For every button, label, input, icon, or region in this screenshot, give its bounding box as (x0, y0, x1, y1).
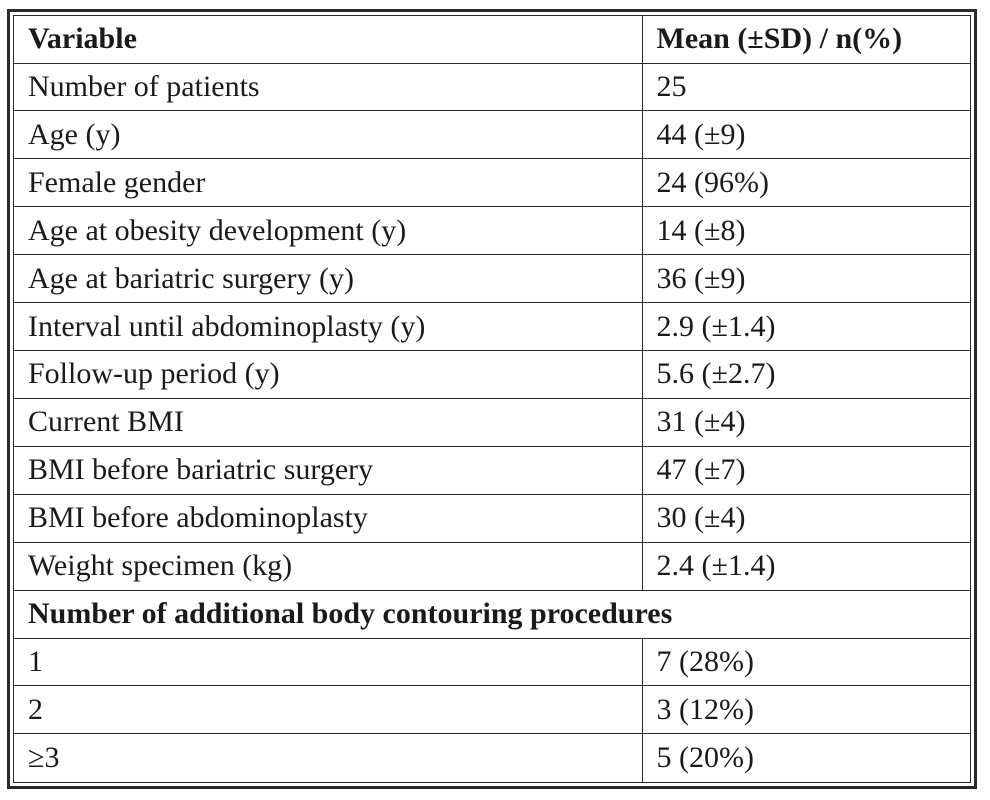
table-row: Interval until abdominoplasty (y) 2.9 (±… (14, 302, 970, 352)
row-value: 7 (28%) (641, 637, 970, 687)
group-heading-row: Number of additional body contouring pro… (14, 589, 970, 639)
row-variable: Age at bariatric surgery (y) (14, 254, 643, 304)
row-variable: Follow-up period (y) (14, 350, 643, 399)
row-variable: ≥3 (14, 733, 643, 782)
row-variable: Age at obesity development (y) (14, 206, 643, 256)
row-variable: BMI before abdominoplasty (14, 493, 643, 543)
table-row: 1 7 (28%) (14, 637, 970, 687)
table-row: Number of patients 25 (14, 63, 970, 112)
row-value: 30 (±4) (641, 493, 970, 543)
row-variable: Current BMI (14, 397, 643, 447)
row-value: 5 (20%) (641, 733, 970, 782)
table-row: Age at obesity development (y) 14 (±8) (14, 206, 970, 256)
row-variable: 1 (14, 637, 643, 687)
header-variable: Variable (14, 16, 643, 64)
row-value: 2.9 (±1.4) (641, 302, 970, 352)
table-row: 2 3 (12%) (14, 685, 970, 735)
row-value: 36 (±9) (641, 254, 970, 304)
table-row: Age at bariatric surgery (y) 36 (±9) (14, 254, 970, 304)
row-value: 47 (±7) (641, 445, 970, 495)
row-variable: Number of patients (14, 63, 643, 112)
row-variable: Weight specimen (kg) (14, 541, 643, 591)
header-mean-sd-n: Mean (±SD) / n(%) (641, 16, 970, 64)
table-row: BMI before abdominoplasty 30 (±4) (14, 493, 970, 543)
table-row: Age (y) 44 (±9) (14, 110, 970, 160)
row-variable: BMI before bariatric surgery (14, 445, 643, 495)
row-value: 14 (±8) (641, 206, 970, 256)
row-value: 2.4 (±1.4) (641, 541, 970, 591)
row-variable: Age (y) (14, 110, 643, 160)
table-row: Female gender 24 (96%) (14, 158, 970, 208)
row-variable: Female gender (14, 158, 643, 208)
table-row: Current BMI 31 (±4) (14, 397, 970, 447)
patient-characteristics-table: Variable Mean (±SD) / n(%) Number of pat… (14, 16, 970, 782)
table-row: Follow-up period (y) 5.6 (±2.7) (14, 350, 970, 399)
row-value: 31 (±4) (641, 397, 970, 447)
header-row: Variable Mean (±SD) / n(%) (14, 16, 970, 64)
row-value: 5.6 (±2.7) (641, 350, 970, 399)
table-row: Weight specimen (kg) 2.4 (±1.4) (14, 541, 970, 591)
table-row: BMI before bariatric surgery 47 (±7) (14, 445, 970, 495)
row-value: 3 (12%) (641, 685, 970, 735)
row-value: 25 (641, 63, 970, 112)
row-variable: 2 (14, 685, 643, 735)
table-row: ≥3 5 (20%) (14, 733, 970, 782)
row-variable: Interval until abdominoplasty (y) (14, 302, 643, 352)
row-value: 24 (96%) (641, 158, 970, 208)
row-value: 44 (±9) (641, 110, 970, 160)
table-inner-frame: Variable Mean (±SD) / n(%) Number of pat… (13, 15, 971, 783)
table-frame: Variable Mean (±SD) / n(%) Number of pat… (7, 9, 977, 789)
group-heading: Number of additional body contouring pro… (14, 589, 970, 639)
